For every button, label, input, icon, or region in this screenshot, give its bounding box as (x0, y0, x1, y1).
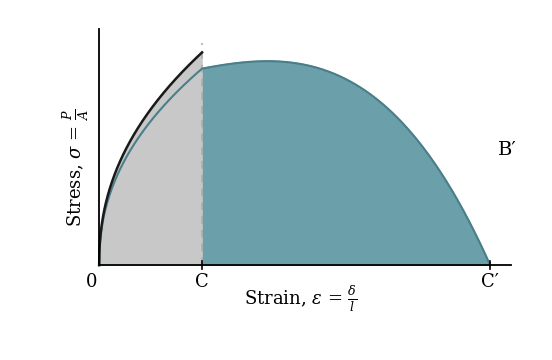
Text: Strain, $\varepsilon$ = $\frac{\delta}{l}$: Strain, $\varepsilon$ = $\frac{\delta}{l… (244, 285, 358, 314)
Polygon shape (99, 61, 490, 265)
Text: Stress, $\sigma$ = $\frac{P}{A}$: Stress, $\sigma$ = $\frac{P}{A}$ (62, 109, 91, 228)
Polygon shape (99, 53, 202, 265)
Text: C′: C′ (481, 273, 499, 291)
Text: C: C (195, 273, 209, 291)
Text: 0: 0 (86, 273, 97, 291)
Text: B′: B′ (498, 140, 517, 158)
